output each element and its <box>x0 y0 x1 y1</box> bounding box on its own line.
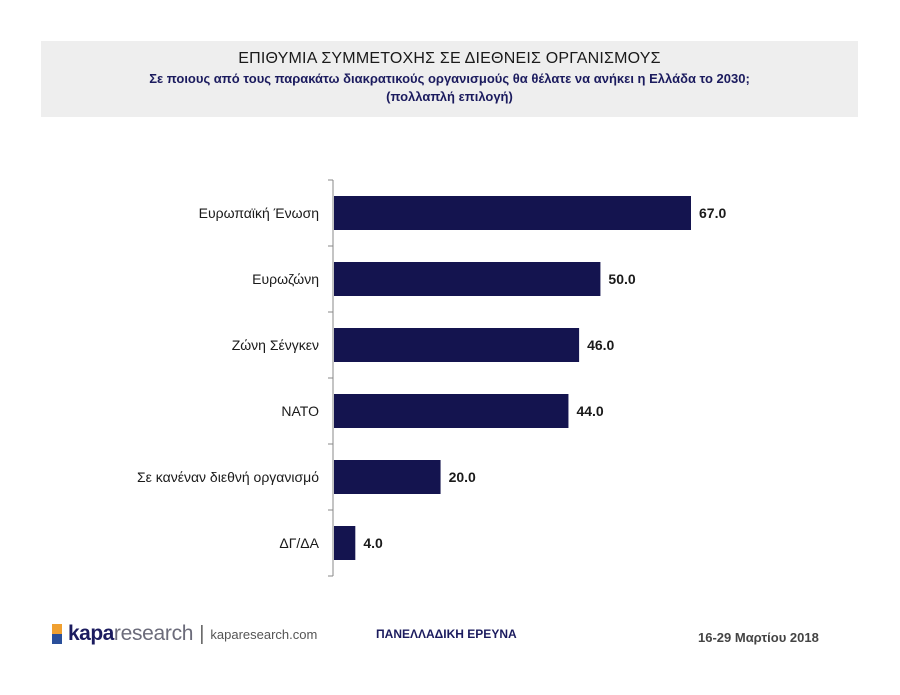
survey-type-label: ΠΑΝΕΛΛΑΔΙΚΗ ΕΡΕΥΝΑ <box>376 627 517 641</box>
category-label: Ευρωπαϊκή Ένωση <box>199 205 319 221</box>
value-label: 67.0 <box>699 205 726 221</box>
chart-title: ΕΠΙΘΥΜΙΑ ΣΥΜΜΕΤΟΧΗΣ ΣΕ ΔΙΕΘΝΕΙΣ ΟΡΓΑΝΙΣΜ… <box>238 50 661 67</box>
bar <box>334 394 569 428</box>
chart-subtitle: Σε ποιους από τους παρακάτω διακρατικούς… <box>41 70 858 106</box>
subtitle-line-2: (πολλαπλή επιλογή) <box>386 89 513 104</box>
category-label: Σε κανέναν διεθνή οργανισμό <box>137 469 319 485</box>
logo-separator: | <box>199 622 205 645</box>
logo-text-research: research <box>113 622 194 645</box>
survey-date: 16-29 Μαρτίου 2018 <box>698 630 819 645</box>
value-label: 4.0 <box>363 535 383 551</box>
subtitle-line-1: Σε ποιους από τους παρακάτω διακρατικούς… <box>149 71 750 86</box>
logo-mark-icon <box>50 622 64 646</box>
bar <box>334 262 601 296</box>
value-label: 50.0 <box>608 271 635 287</box>
category-label: Ευρωζώνη <box>252 271 319 287</box>
kapa-research-logo: kapa research | kaparesearch.com <box>50 620 317 648</box>
bar-chart: Ευρωπαϊκή Ένωση 67.0 Ευρωζώνη 50.0 Ζώνη Σένγ… <box>137 179 726 577</box>
value-label: 46.0 <box>587 337 614 353</box>
bar <box>334 526 356 560</box>
logo-text-kapa: kapa <box>68 622 114 645</box>
category-label: ΔΓ/ΔΑ <box>279 535 319 551</box>
logo-url: kaparesearch.com <box>210 626 318 642</box>
header-box: ΕΠΙΘΥΜΙΑ ΣΥΜΜΕΤΟΧΗΣ ΣΕ ΔΙΕΘΝΕΙΣ ΟΡΓΑΝΙΣΜ… <box>41 41 858 117</box>
bar <box>334 196 691 230</box>
category-label: ΝΑΤΟ <box>281 403 319 419</box>
bar <box>334 328 580 362</box>
bar <box>334 460 441 494</box>
value-label: 20.0 <box>449 469 476 485</box>
category-label: Ζώνη Σένγκεν <box>232 337 319 353</box>
value-label: 44.0 <box>576 403 603 419</box>
